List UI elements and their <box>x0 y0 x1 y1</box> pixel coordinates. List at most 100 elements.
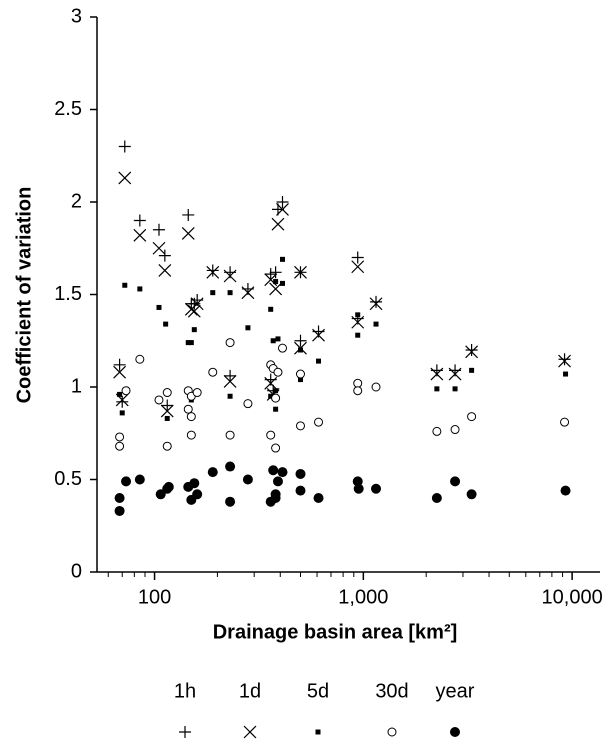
marker <box>273 279 279 285</box>
marker <box>465 344 478 356</box>
marker <box>158 264 172 277</box>
marker <box>162 441 172 451</box>
marker <box>431 493 442 503</box>
marker <box>268 306 274 312</box>
marker <box>191 327 197 333</box>
marker <box>272 476 283 487</box>
legend-label: 1h <box>174 680 196 702</box>
marker <box>185 340 191 346</box>
marker <box>115 441 125 451</box>
marker <box>276 202 289 216</box>
marker <box>351 251 364 264</box>
legend-marker <box>315 729 321 735</box>
marker <box>158 249 171 262</box>
marker <box>271 393 281 403</box>
marker <box>560 485 571 496</box>
marker <box>227 290 233 296</box>
x-tick-label: 10,000 <box>542 586 603 608</box>
legend-marker <box>450 727 460 737</box>
marker <box>371 382 381 392</box>
marker <box>271 443 281 453</box>
marker <box>206 265 220 279</box>
marker <box>225 338 235 348</box>
marker <box>133 214 146 227</box>
marker <box>450 476 461 487</box>
marker <box>225 496 236 507</box>
marker <box>280 256 286 262</box>
marker <box>186 430 196 440</box>
marker <box>117 391 123 397</box>
y-tick-label: 2 <box>71 190 82 212</box>
marker <box>225 430 235 440</box>
marker <box>467 412 477 422</box>
marker <box>316 358 322 364</box>
marker <box>266 430 276 440</box>
marker <box>160 404 174 418</box>
marker <box>353 386 363 396</box>
marker <box>295 369 305 379</box>
marker <box>121 386 131 396</box>
marker <box>242 474 253 485</box>
marker <box>275 336 281 342</box>
marker <box>188 340 194 346</box>
marker <box>432 426 442 436</box>
marker <box>353 483 364 494</box>
marker <box>133 228 147 242</box>
marker <box>273 388 279 394</box>
marker <box>115 432 125 442</box>
marker <box>264 376 278 390</box>
marker <box>563 371 569 377</box>
marker <box>273 367 283 377</box>
marker <box>161 399 174 412</box>
marker <box>156 304 162 310</box>
marker <box>270 493 281 503</box>
marker <box>116 395 129 408</box>
y-axis-title: Coefficient of variation <box>13 187 35 404</box>
y-tick-label: 2.5 <box>54 98 82 120</box>
legend-marker <box>243 725 257 739</box>
marker <box>162 388 172 398</box>
marker <box>466 489 477 500</box>
y-tick-label: 0.5 <box>54 468 82 490</box>
marker <box>355 332 361 338</box>
marker <box>294 334 307 347</box>
y-tick-label: 1.5 <box>54 283 82 305</box>
legend-label: 5d <box>307 680 329 702</box>
marker <box>271 217 285 231</box>
marker <box>312 328 325 342</box>
marker <box>155 489 166 500</box>
marker <box>430 367 444 381</box>
marker <box>190 297 204 311</box>
marker <box>297 347 303 353</box>
marker <box>370 295 383 308</box>
marker <box>114 493 125 503</box>
marker <box>277 467 288 478</box>
marker <box>186 412 196 422</box>
marker <box>137 286 143 292</box>
marker <box>294 265 307 279</box>
legend-marker <box>387 727 397 737</box>
marker <box>469 367 475 373</box>
marker <box>152 223 165 236</box>
marker <box>450 425 460 435</box>
marker <box>119 410 125 416</box>
marker <box>113 365 127 379</box>
marker <box>122 282 128 288</box>
marker <box>295 468 306 479</box>
legend-label: year <box>436 680 475 702</box>
y-tick-label: 1 <box>71 375 82 397</box>
marker <box>192 489 203 500</box>
marker <box>373 321 379 327</box>
marker <box>164 415 170 421</box>
marker <box>227 393 233 399</box>
marker <box>223 269 237 283</box>
marker <box>268 465 279 476</box>
marker <box>434 386 440 392</box>
marker <box>276 196 289 208</box>
marker <box>355 312 361 318</box>
marker <box>210 290 216 296</box>
marker <box>118 140 131 153</box>
marker <box>187 304 201 318</box>
marker <box>269 266 282 279</box>
